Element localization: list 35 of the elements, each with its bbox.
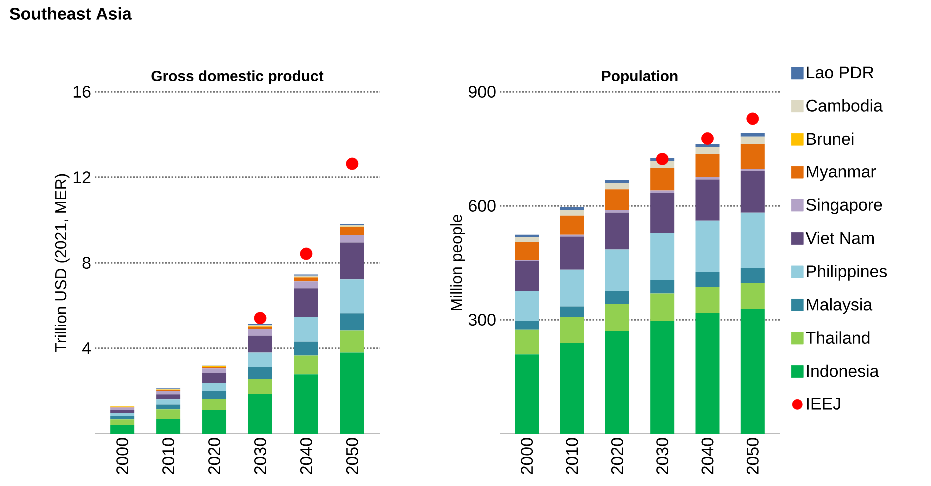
y-tick-label: 600 (469, 200, 496, 212)
x-tick-label: 2000 (521, 438, 534, 474)
legend-label: Brunei (807, 132, 854, 146)
y-tick-label: 12 (74, 172, 91, 184)
x-tick-label: 2050 (746, 438, 759, 474)
text: Southeast Asia (10, 8, 132, 20)
legend-label: Viet Nam (806, 232, 874, 244)
x-tick-label: 2040 (702, 438, 714, 474)
y-tick-label: 8 (82, 257, 91, 269)
y-axis-title: Million people (450, 215, 466, 310)
x-tick-label: 2010 (566, 438, 578, 474)
legend-label: IEEJ (807, 398, 840, 410)
chart-title: Population (602, 70, 678, 84)
x-tick-label: 2030 (254, 438, 266, 474)
x-tick-label: 2040 (300, 438, 312, 474)
x-tick-label: 2000 (116, 438, 129, 474)
legend-label: Malaysia (807, 298, 873, 314)
legend-label: Indonesia (807, 364, 880, 378)
x-tick-label: 2020 (208, 438, 221, 474)
y-axis-title: Trillion USD (2021, MER) (54, 174, 70, 352)
y-tick-label: 900 (469, 86, 496, 98)
x-tick-label: 2010 (162, 438, 175, 474)
legend-label: Lao PDR (807, 66, 874, 79)
legend-label: Philippines (807, 265, 888, 281)
legend-label: Thailand (806, 332, 870, 344)
x-tick-label: 2020 (611, 438, 624, 474)
x-tick-label: 2050 (346, 438, 358, 474)
legend-label: Myanmar (807, 166, 876, 182)
legend-label: Singapore (806, 198, 882, 214)
y-tick-label: 16 (74, 86, 91, 98)
x-tick-label: 2030 (656, 438, 669, 474)
y-tick-label: 4 (82, 342, 91, 354)
y-tick-label: 300 (468, 314, 496, 326)
legend-label: Cambodia (806, 99, 883, 112)
chart-title: Gross domestic product (152, 70, 324, 84)
